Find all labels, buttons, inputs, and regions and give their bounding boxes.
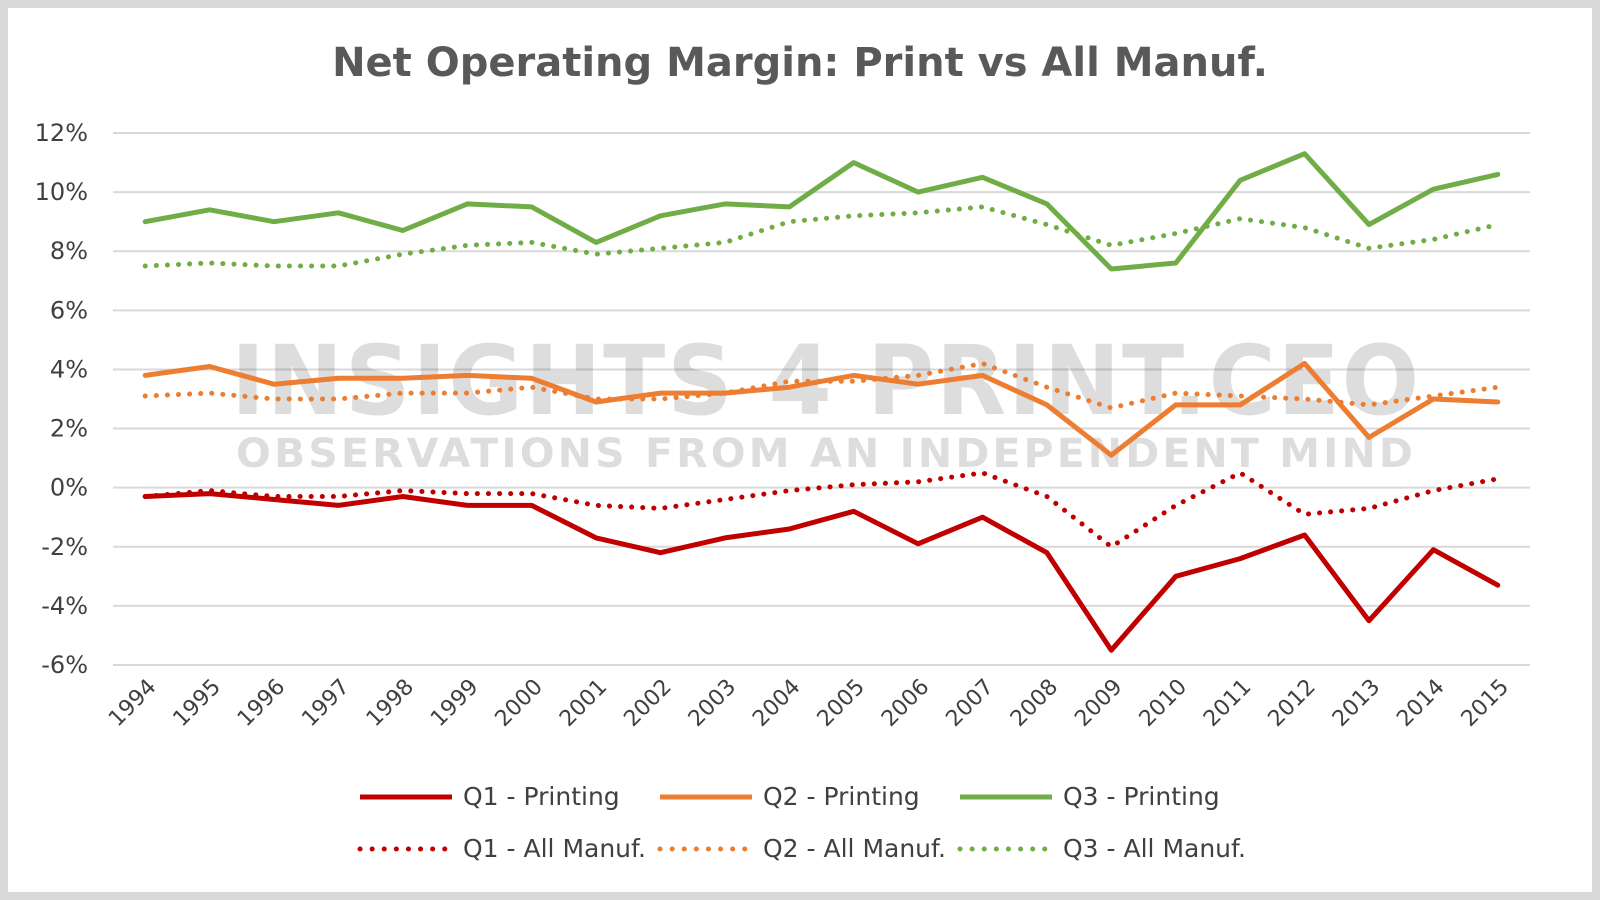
- legend-item: Q1 - Printing: [360, 782, 620, 811]
- x-tick-label: 2008: [1006, 675, 1063, 732]
- x-tick-label: 1995: [169, 675, 226, 732]
- legend-item: Q2 - Printing: [660, 782, 920, 811]
- legend: Q1 - Printing Q2 - Printing Q3 - Printing Q…: [357, 782, 1246, 863]
- x-tick-label: 2005: [813, 675, 870, 732]
- y-tick-label: 2%: [50, 415, 88, 443]
- x-tick-label: 1998: [362, 675, 419, 732]
- legend-item: Q3 - All Manuf.: [957, 834, 1246, 863]
- y-tick-label: 0%: [50, 474, 88, 502]
- x-axis-ticks: 1994 1995 1996 1997 1998 1999 2000 2001 2002 2003…: [104, 675, 1514, 732]
- x-tick-label: 2010: [1135, 675, 1192, 732]
- x-tick-label: 1996: [233, 675, 290, 732]
- series-lines: [142, 151, 1501, 653]
- x-tick-label: 2007: [941, 675, 998, 732]
- x-tick-label: 2011: [1199, 675, 1256, 732]
- legend-label: Q1 - Printing: [463, 782, 620, 811]
- y-axis-ticks: 12% 10% 8% 6% 4% 2% 0% -2% -4% -6%: [35, 119, 88, 679]
- x-tick-label: 2003: [684, 675, 741, 732]
- gridlines: [113, 132, 1530, 666]
- x-tick-label: 2004: [748, 675, 805, 732]
- x-tick-label: 1999: [426, 675, 483, 732]
- watermark: INSIGHTS 4 PRINT.CEO OBSERVATIONS FROM A…: [231, 325, 1419, 477]
- y-tick-label: 6%: [50, 296, 88, 324]
- x-tick-label: 1994: [104, 675, 161, 732]
- legend-item: Q2 - All Manuf.: [657, 834, 946, 863]
- x-tick-label: 2013: [1328, 675, 1385, 732]
- x-tick-label: 2001: [555, 675, 612, 732]
- legend-label: Q3 - Printing: [1063, 782, 1220, 811]
- series-line-q1-printing: [142, 491, 1501, 653]
- series-line-q3-printing: [142, 151, 1501, 272]
- x-tick-label: 2002: [619, 675, 676, 732]
- y-tick-label: -2%: [41, 533, 88, 561]
- y-tick-label: 4%: [50, 355, 88, 383]
- y-tick-label: -6%: [41, 651, 88, 679]
- y-tick-label: 12%: [35, 119, 88, 147]
- x-tick-label: 2015: [1457, 675, 1514, 732]
- legend-item: Q1 - All Manuf.: [357, 834, 646, 863]
- legend-label: Q2 - Printing: [763, 782, 920, 811]
- watermark-line-2: OBSERVATIONS FROM AN INDEPENDENT MIND: [236, 431, 1416, 477]
- legend-item: Q3 - Printing: [960, 782, 1220, 811]
- x-tick-label: 2006: [877, 675, 934, 732]
- x-tick-label: 2012: [1264, 675, 1321, 732]
- chart-title: Net Operating Margin: Print vs All Manuf…: [332, 40, 1268, 86]
- x-tick-label: 2014: [1392, 675, 1449, 732]
- series-line-q2-printing: [142, 361, 1501, 458]
- y-tick-label: 10%: [35, 178, 88, 206]
- x-tick-label: 2000: [491, 675, 548, 732]
- series-line-q1-all-manuf: [142, 470, 1501, 550]
- y-tick-label: 8%: [50, 237, 88, 265]
- legend-label: Q2 - All Manuf.: [763, 834, 946, 863]
- legend-label: Q3 - All Manuf.: [1063, 834, 1246, 863]
- series-line-q3-all-manuf: [142, 204, 1501, 269]
- x-tick-label: 1997: [297, 675, 354, 732]
- y-tick-label: -4%: [41, 592, 88, 620]
- legend-label: Q1 - All Manuf.: [463, 834, 646, 863]
- x-tick-label: 2009: [1070, 675, 1127, 732]
